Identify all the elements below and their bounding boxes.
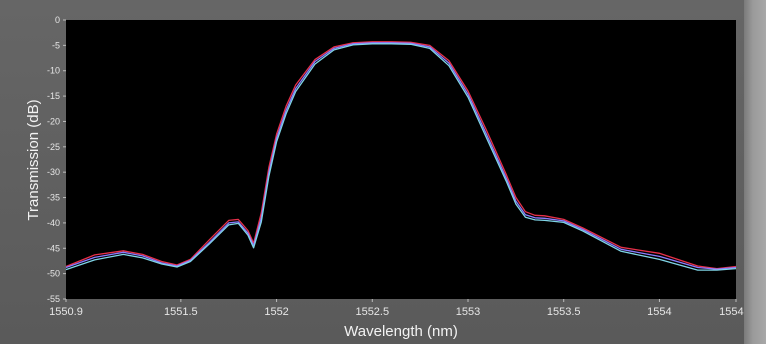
y-tick-label: -50 <box>47 269 60 279</box>
y-axis: 0 -5 -10 -15 -20 -25 -30 -35 -40 -45 -50 -55 <box>47 15 66 304</box>
y-tick-label: -30 <box>47 167 60 177</box>
y-tick-label: -5 <box>52 40 60 50</box>
series-line-2 <box>65 42 737 270</box>
y-tick-label: -40 <box>47 218 60 228</box>
x-tick-label: 1552 <box>264 306 288 318</box>
x-tick-label: 1550.9 <box>49 306 83 318</box>
x-tick-label: 1551.5 <box>164 306 198 318</box>
x-axis-label: Wavelength (nm) <box>344 323 458 340</box>
x-tick-label: 1553 <box>456 306 480 318</box>
y-tick-label: 0 <box>55 15 60 25</box>
y-tick-label: -55 <box>47 294 60 304</box>
y-tick-label: -25 <box>47 142 60 152</box>
plot-area <box>66 20 736 299</box>
series-line-1 <box>65 41 737 270</box>
x-tick-label: 1552.5 <box>355 306 389 318</box>
y-tick-label: -15 <box>47 91 60 101</box>
y-tick-label: -35 <box>47 193 60 203</box>
x-tick-label: 1554 <box>647 306 671 318</box>
series-group <box>65 41 737 271</box>
y-tick-label: -10 <box>47 66 60 76</box>
x-tick-label: 1553.5 <box>547 306 581 318</box>
scrollbar-edge[interactable] <box>744 0 766 344</box>
y-tick-label: -20 <box>47 116 60 126</box>
x-axis: 1550.9 1551.5 1552 1552.5 1553 1553.5 1554 1554… <box>49 299 753 318</box>
y-axis-label: Transmission (dB) <box>25 99 42 220</box>
y-tick-label: -45 <box>47 243 60 253</box>
series-line-3 <box>65 43 737 271</box>
